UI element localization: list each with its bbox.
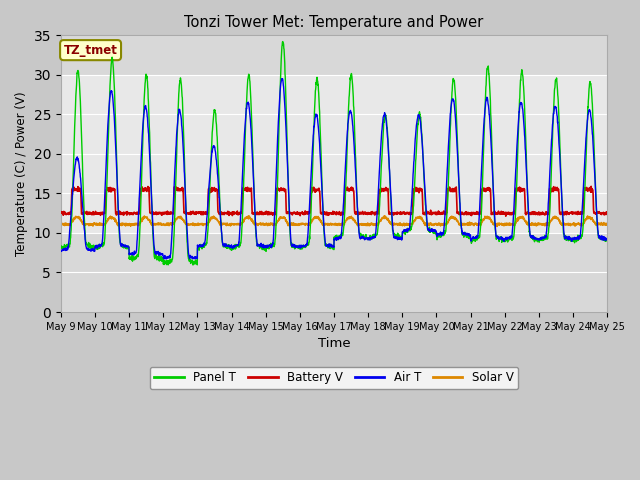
Air T [499,236,506,241]
Solar V [530,222,538,228]
Battery V [230,210,237,216]
Battery V [596,210,604,216]
Battery V [604,211,611,216]
Line: Solar V: Solar V [61,216,607,227]
Air T [604,237,611,243]
Solar V [493,224,501,229]
Battery V [367,211,374,217]
Panel T [367,234,375,240]
Panel T [596,236,604,242]
Battery V [529,209,537,215]
Panel T [604,237,611,242]
Solar V [57,221,65,227]
Solar V [604,220,611,226]
Battery V [502,213,509,219]
Panel T [530,235,538,241]
Air T [367,235,375,240]
Panel T [279,39,287,45]
Battery V [499,210,506,216]
Text: TZ_tmet: TZ_tmet [63,44,118,57]
Air T [163,256,170,262]
Panel T [230,246,237,252]
Panel T [57,244,65,250]
Solar V [381,213,388,218]
Solar V [596,220,604,226]
Battery V [57,209,65,215]
Air T [111,139,119,144]
Title: Tonzi Tower Met: Temperature and Power: Tonzi Tower Met: Temperature and Power [184,15,484,30]
Solar V [367,221,374,227]
Bar [61,75,607,233]
Line: Air T: Air T [61,79,607,259]
Solar V [111,218,119,224]
Air T [278,76,285,82]
Air T [596,233,604,239]
Air T [530,235,538,240]
X-axis label: Time: Time [317,337,350,350]
Panel T [111,116,119,121]
Air T [230,244,237,250]
Panel T [499,237,506,243]
Solar V [499,221,506,227]
Y-axis label: Temperature (C) / Power (V): Temperature (C) / Power (V) [15,91,28,256]
Line: Battery V: Battery V [61,186,607,216]
Panel T [189,262,197,268]
Legend: Panel T, Battery V, Air T, Solar V: Panel T, Battery V, Air T, Solar V [150,367,518,389]
Line: Panel T: Panel T [61,42,607,265]
Air T [57,248,65,254]
Solar V [230,222,237,228]
Battery V [111,207,119,213]
Battery V [588,183,595,189]
